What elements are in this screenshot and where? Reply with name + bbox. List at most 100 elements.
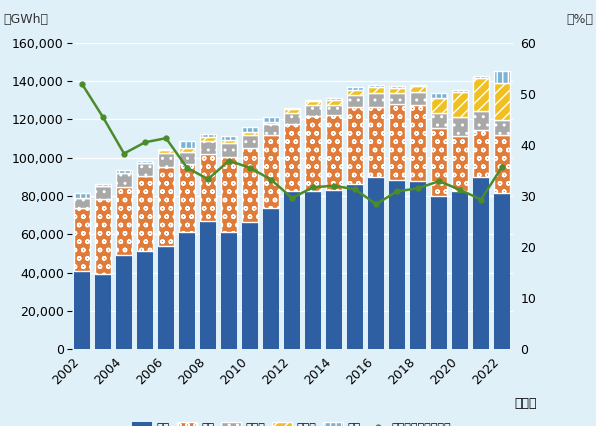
Bar — [138, 176, 153, 251]
Bar — [74, 208, 89, 271]
Bar — [179, 148, 194, 152]
Bar — [200, 137, 216, 141]
Bar — [347, 87, 362, 90]
Bar — [306, 116, 321, 191]
Bar — [95, 186, 111, 199]
Bar — [243, 127, 257, 132]
Bar — [159, 150, 173, 153]
Bar — [390, 180, 405, 349]
Bar — [347, 95, 362, 107]
Bar — [200, 221, 216, 349]
Bar — [368, 92, 384, 107]
Bar — [368, 87, 384, 92]
Bar — [138, 164, 153, 176]
Bar — [116, 255, 132, 349]
Bar — [390, 88, 405, 93]
Bar — [347, 90, 362, 95]
Bar — [222, 157, 237, 232]
Bar — [179, 152, 194, 164]
Bar — [452, 92, 468, 117]
Bar — [432, 113, 446, 128]
Bar — [473, 130, 489, 177]
Bar — [390, 93, 405, 104]
Bar — [243, 132, 257, 135]
Bar — [179, 232, 194, 349]
Bar — [306, 191, 321, 349]
Bar — [159, 149, 173, 150]
Bar — [284, 108, 300, 109]
Bar — [263, 208, 278, 349]
Bar — [179, 141, 194, 148]
Bar — [263, 121, 278, 124]
Bar — [200, 141, 216, 154]
Bar — [222, 232, 237, 349]
Bar — [263, 117, 278, 121]
Bar — [95, 273, 111, 349]
Bar — [159, 167, 173, 246]
Bar — [327, 105, 342, 115]
Bar — [495, 71, 510, 83]
Bar — [284, 113, 300, 124]
Bar — [179, 164, 194, 232]
Bar — [116, 170, 132, 173]
Bar — [138, 251, 153, 349]
Bar — [368, 107, 384, 177]
Bar — [138, 161, 153, 164]
Bar — [411, 92, 426, 104]
Bar — [452, 90, 468, 92]
Bar — [411, 86, 426, 92]
Bar — [411, 85, 426, 86]
Bar — [452, 117, 468, 136]
Bar — [306, 105, 321, 116]
Bar — [243, 135, 257, 148]
Bar — [432, 98, 446, 113]
Bar — [432, 92, 446, 98]
Bar — [368, 85, 384, 87]
Bar — [284, 124, 300, 192]
Bar — [284, 109, 300, 113]
Bar — [368, 177, 384, 349]
Bar — [243, 148, 257, 222]
Bar — [473, 177, 489, 349]
Bar — [347, 184, 362, 349]
Bar — [243, 222, 257, 349]
Bar — [390, 86, 405, 88]
Bar — [327, 101, 342, 105]
Bar — [390, 104, 405, 180]
Bar — [222, 143, 237, 157]
Bar — [432, 196, 446, 349]
Bar — [473, 111, 489, 130]
Text: （%）: （%） — [566, 13, 593, 26]
Bar — [95, 199, 111, 273]
Bar — [473, 76, 489, 78]
Bar — [263, 135, 278, 208]
Bar — [222, 140, 237, 143]
Bar — [306, 101, 321, 105]
Bar — [327, 98, 342, 101]
Bar — [411, 104, 426, 181]
Bar — [473, 78, 489, 111]
Text: （GWh）: （GWh） — [3, 13, 48, 26]
Legend: 火力, 水力, 原子力, 再エネ, 輸入, 再エネ比率（右軸）: 火力, 水力, 原子力, 再エネ, 輸入, 再エネ比率（右軸） — [132, 422, 452, 426]
Bar — [495, 135, 510, 193]
Bar — [74, 198, 89, 208]
Bar — [327, 115, 342, 190]
Bar — [347, 107, 362, 184]
Bar — [284, 192, 300, 349]
Bar — [432, 128, 446, 196]
Bar — [95, 184, 111, 186]
Bar — [74, 193, 89, 198]
Bar — [222, 136, 237, 140]
Bar — [263, 124, 278, 135]
Bar — [159, 246, 173, 349]
Bar — [116, 187, 132, 255]
Bar — [495, 121, 510, 135]
Bar — [159, 153, 173, 167]
Bar — [452, 136, 468, 191]
Bar — [495, 83, 510, 121]
Bar — [200, 134, 216, 137]
Bar — [74, 271, 89, 349]
Bar — [411, 181, 426, 349]
Bar — [327, 190, 342, 349]
Bar — [200, 154, 216, 221]
